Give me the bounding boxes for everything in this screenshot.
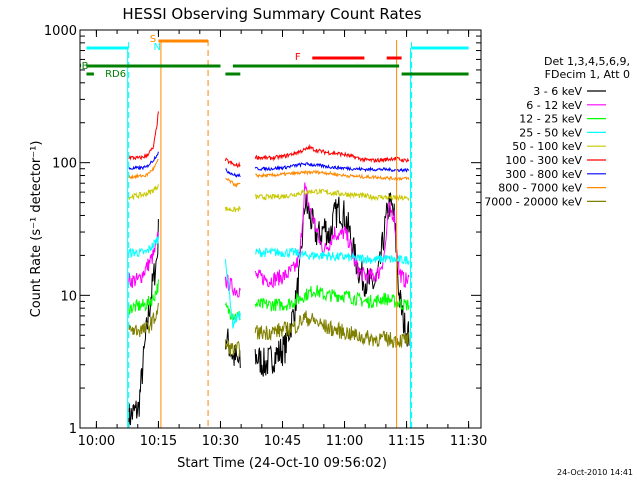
- series-line-7-seg-0: [128, 158, 159, 180]
- y-tick-label-1: 10: [60, 289, 77, 304]
- flag-label-rdb: RDB: [67, 61, 89, 72]
- plot-area: SN F RDB RD6: [67, 34, 469, 428]
- legend-entry-label-6: 300 - 800 keV: [505, 168, 582, 181]
- y-tick-label-0: 1: [69, 422, 77, 437]
- series-line-3-seg-1: [224, 259, 241, 329]
- x-tick-label-5: 11:15: [388, 434, 425, 449]
- series-line-6-seg-2: [254, 162, 410, 173]
- series-line-2-seg-0: [128, 279, 159, 315]
- flag-label-rd6: RD6: [105, 69, 126, 80]
- series-line-8-seg-2: [254, 310, 410, 349]
- series-line-5-seg-2: [254, 143, 410, 164]
- flag-label-f: F: [295, 52, 301, 63]
- flag-label-s: S: [150, 34, 156, 45]
- legend-header-0: Det 1,3,4,5,6,9,: [544, 55, 630, 68]
- series-line-7-seg-2: [255, 169, 410, 182]
- plot-frame: [79, 29, 482, 429]
- series-line-5-seg-0: [128, 111, 159, 161]
- series-line-5-seg-1: [224, 157, 241, 169]
- series-line-6-seg-0: [128, 151, 159, 171]
- series-line-0-seg-1: [224, 328, 241, 369]
- y-tick-label-2: 100: [52, 157, 77, 172]
- chart-title: HESSI Observing Summary Count Rates: [122, 5, 421, 23]
- series-line-8-seg-0: [128, 302, 159, 337]
- y-axis: 1 10 100 1000: [44, 24, 481, 437]
- series-line-4-seg-1: [224, 205, 241, 213]
- series-line-4-seg-0: [128, 184, 159, 201]
- series-line-2-seg-1: [224, 301, 241, 321]
- y-axis-label: Count Rate (s⁻¹ detector⁻¹): [29, 141, 44, 318]
- flag-label-n: N: [153, 42, 160, 53]
- legend-entry-label-0: 3 - 6 keV: [533, 85, 582, 98]
- x-tick-label-2: 10:30: [202, 434, 239, 449]
- legend-header-1: FDecim 1, Att 0: [545, 68, 630, 81]
- x-tick-label-4: 11:00: [326, 434, 363, 449]
- legend-entry-label-4: 50 - 100 keV: [512, 140, 582, 153]
- series-line-1-seg-0: [128, 231, 159, 288]
- x-tick-label-3: 10:45: [264, 434, 301, 449]
- y-tick-label-3: 1000: [44, 24, 77, 39]
- series-line-3-seg-2: [254, 246, 410, 265]
- legend-entry-label-3: 25 - 50 keV: [519, 126, 582, 139]
- x-tick-label-6: 11:30: [450, 434, 487, 449]
- series-line-3-seg-0: [128, 235, 159, 259]
- x-tick-label-1: 10:15: [140, 434, 177, 449]
- series-line-8-seg-1: [224, 339, 241, 358]
- x-axis-label: Start Time (24-Oct-10 09:56:02): [177, 456, 387, 471]
- series-line-7-seg-1: [225, 177, 241, 188]
- series-line-6-seg-1: [225, 168, 241, 178]
- legend-entry-label-2: 12 - 25 keV: [519, 113, 582, 126]
- series-line-1-seg-1: [224, 273, 241, 298]
- footer-date: 24-Oct-2010 14:41: [557, 468, 633, 477]
- legend: Det 1,3,4,5,6,9,FDecim 1, Att 0 3 - 6 keV…: [484, 55, 630, 208]
- legend-entry-label-5: 100 - 300 keV: [505, 154, 582, 167]
- legend-entry-label-1: 6 - 12 keV: [526, 99, 582, 112]
- series-line-4-seg-2: [254, 188, 410, 202]
- x-tick-label-0: 10:00: [78, 434, 115, 449]
- legend-entry-label-8: 7000 - 20000 keV: [484, 195, 582, 208]
- series-line-0-seg-0: [128, 218, 159, 428]
- series-line-2-seg-2: [254, 284, 410, 312]
- x-axis: 10:00 10:15 10:30 10:45 11:00 11:15 11:30: [78, 30, 487, 449]
- legend-entry-label-7: 800 - 7000 keV: [498, 182, 582, 195]
